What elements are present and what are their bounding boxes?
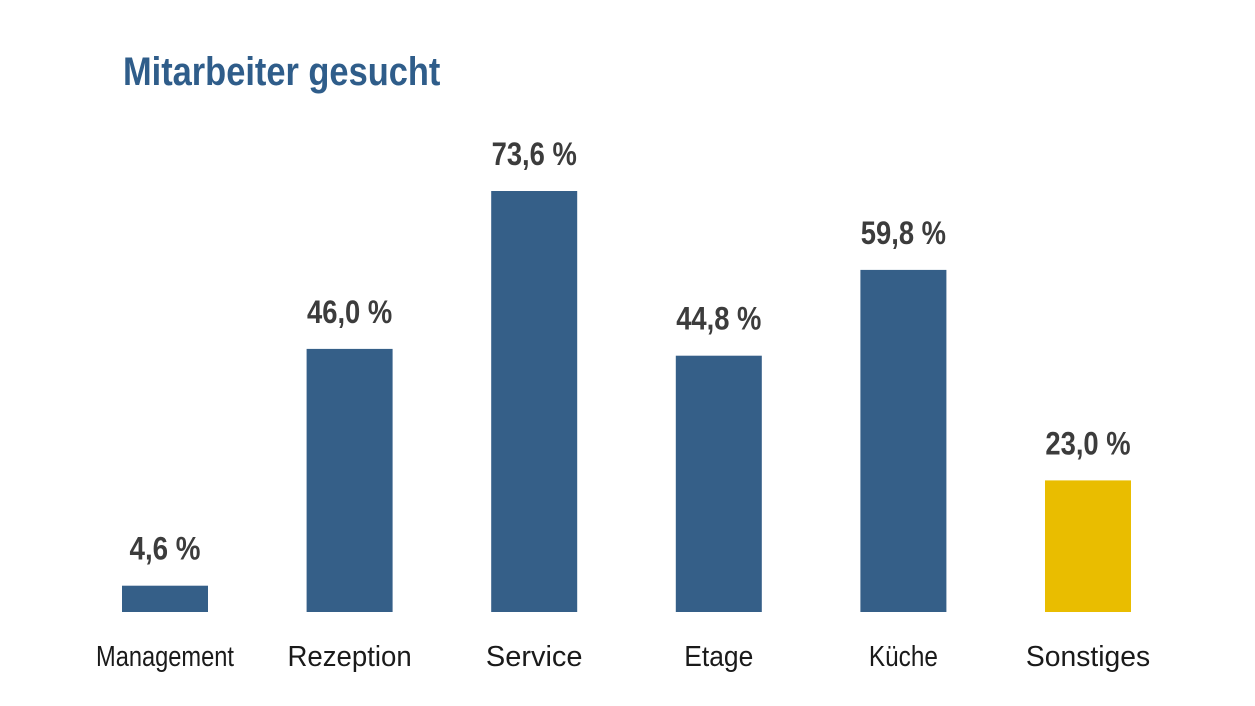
value-label-3: 44,8 %	[676, 301, 761, 337]
bar-0	[122, 585, 208, 612]
category-label-3: Etage	[684, 641, 753, 673]
bar-5	[1045, 480, 1131, 612]
bar-4	[860, 269, 947, 612]
value-label-0: 4,6 %	[130, 531, 201, 567]
value-label-5: 23,0 %	[1045, 425, 1130, 461]
value-label-2: 73,6 %	[492, 136, 577, 172]
category-label-1: Rezeption	[288, 641, 412, 673]
category-label-0: Management	[96, 641, 234, 673]
category-label-4: Küche	[869, 641, 938, 673]
bar-3	[675, 355, 762, 612]
bar-2	[491, 191, 578, 612]
value-label-1: 46,0 %	[307, 294, 392, 330]
value-label-4: 59,8 %	[861, 215, 946, 251]
chart-title: Mitarbeiter gesucht	[123, 50, 441, 94]
bar-1	[306, 348, 393, 612]
category-label-2: Service	[486, 641, 583, 673]
category-label-5: Sonstiges	[1026, 641, 1150, 673]
